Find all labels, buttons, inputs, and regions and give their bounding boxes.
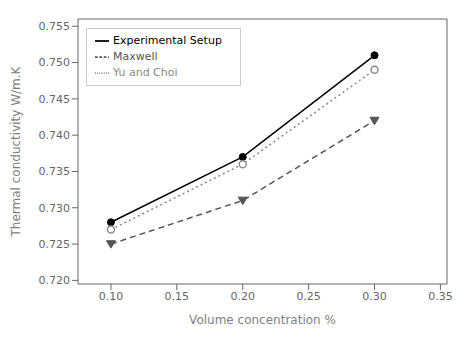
- svg-text:0.30: 0.30: [362, 290, 387, 303]
- svg-text:0.720: 0.720: [39, 274, 71, 287]
- html-text:Experimental Setup: Experimental Setup: [113, 34, 222, 47]
- svg-text:0.35: 0.35: [428, 290, 453, 303]
- svg-text:0.20: 0.20: [230, 290, 255, 303]
- svg-text:0.25: 0.25: [296, 290, 321, 303]
- svg-text:0.730: 0.730: [39, 202, 71, 215]
- svg-text:0.725: 0.725: [39, 238, 71, 251]
- svg-text:Thermal conductivity W/m.K: Thermal conductivity W/m.K: [9, 65, 23, 237]
- svg-text:0.10: 0.10: [99, 290, 124, 303]
- svg-text:0.15: 0.15: [165, 290, 190, 303]
- svg-text:Volume concentration %: Volume concentration %: [189, 313, 336, 327]
- svg-text:0.745: 0.745: [39, 93, 71, 106]
- svg-text:0.735: 0.735: [39, 165, 71, 178]
- html-text:Yu and Choi: Yu and Choi: [113, 66, 178, 79]
- svg-text:0.740: 0.740: [39, 129, 71, 142]
- svg-text:0.750: 0.750: [39, 56, 71, 69]
- svg-text:0.755: 0.755: [39, 20, 71, 33]
- html-text:Maxwell: Maxwell: [113, 50, 158, 63]
